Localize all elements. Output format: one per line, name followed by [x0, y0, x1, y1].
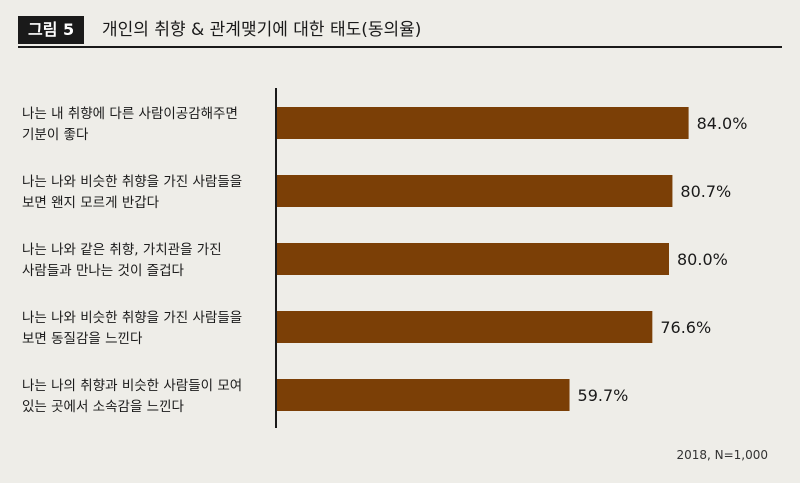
category-label-4-line-1: 나는 나와 비슷한 취향을 가진 사람들을	[22, 310, 242, 326]
value-label-5: 59.7%	[578, 386, 629, 405]
category-label-5-line-2: 있는 곳에서 소속감을 느낀다	[22, 399, 184, 415]
category-label-1-line-1: 나는 내 취향에 다른 사람이공감해주면	[22, 106, 238, 122]
bar-5	[277, 379, 570, 411]
bar-3	[277, 243, 669, 275]
category-label-2-line-2: 보면 왠지 모르게 반갑다	[22, 195, 160, 211]
category-label-2-line-1: 나는 나와 비슷한 취향을 가진 사람들을	[22, 174, 242, 190]
category-label-4-line-2: 보면 동질감을 느낀다	[22, 331, 143, 347]
figure-header: 그림 5 개인의 취향 & 관계맺기에 대한 태도(동의율)	[18, 10, 782, 48]
category-label-3-line-2: 사람들과 만나는 것이 즐겁다	[22, 263, 184, 279]
value-label-3: 80.0%	[677, 250, 728, 269]
figure-title: 개인의 취향 & 관계맺기에 대한 태도(동의율)	[102, 20, 422, 40]
figure-number-badge: 그림 5	[18, 16, 85, 44]
category-label-5-line-1: 나는 나의 취향과 비슷한 사람들이 모여	[22, 378, 242, 394]
bar-4	[277, 311, 653, 343]
category-label-3-line-1: 나는 나와 같은 취향, 가치관을 가진	[22, 242, 222, 258]
bar-1	[277, 107, 689, 139]
bar-2	[277, 175, 673, 207]
value-label-4: 76.6%	[660, 318, 711, 337]
category-label-1-line-2: 기분이 좋다	[22, 127, 89, 143]
source-note: 2018, N=1,000	[676, 448, 768, 462]
value-label-2: 80.7%	[680, 182, 731, 201]
value-label-1: 84.0%	[697, 114, 748, 133]
